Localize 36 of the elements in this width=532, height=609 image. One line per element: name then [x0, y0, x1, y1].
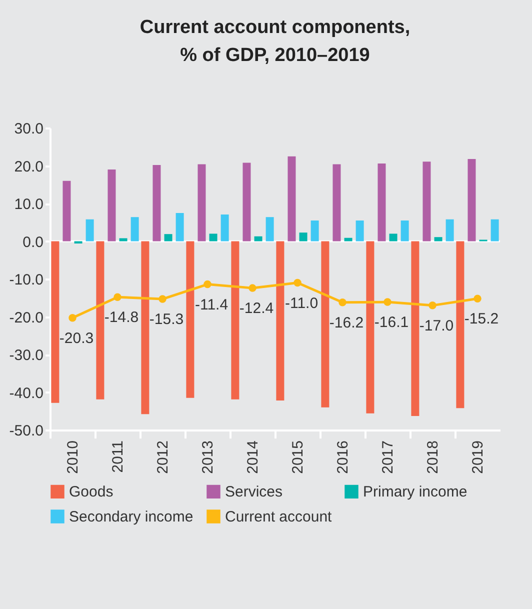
y-tick-label: -20.0 [9, 309, 44, 326]
y-tick-label: -50.0 [9, 422, 44, 440]
text: % of GDP, 2010–2019 [180, 45, 370, 66]
data-label: -20.3 [59, 330, 94, 347]
x-tick-label: 2011 [110, 440, 126, 473]
x-tick-label: 2019 [470, 440, 486, 474]
x-tick-label: 2017 [380, 440, 396, 474]
data-label: -11.0 [284, 294, 318, 312]
legend-label: Goods [69, 484, 114, 501]
y-tick-label: -40.0 [9, 384, 44, 402]
x-tick-label: 2018 [424, 440, 442, 474]
data-label: -15.2 [464, 310, 499, 328]
x-tick-label: 2016 [334, 440, 352, 474]
y-tick-label: -10.0 [9, 272, 44, 288]
x-tick-label: 2014 [244, 440, 262, 474]
x-tick-label: 2010 [64, 440, 82, 474]
y-tick-label: 10.0 [14, 196, 44, 213]
y-tick-label: -30.0 [9, 347, 44, 364]
data-label: -14.8 [104, 309, 139, 326]
text: Current account components, [140, 17, 410, 38]
data-label: -11.4 [194, 296, 228, 314]
legend-label: Secondary income [69, 508, 194, 526]
y-tick-label: 30.0 [14, 120, 44, 138]
x-tick-label: 2013 [200, 440, 216, 474]
data-label: -16.2 [329, 314, 364, 332]
legend-label: Services [225, 484, 283, 501]
legend-label: Primary income [363, 484, 468, 501]
y-tick-label: 0.0 [22, 234, 44, 251]
x-tick-label: 2015 [290, 440, 306, 474]
legend-label: Current account [225, 508, 333, 526]
data-label: -16.1 [374, 314, 409, 332]
data-label: -15.3 [149, 311, 184, 328]
data-label: -17.0 [419, 317, 454, 334]
x-tick-label: 2012 [154, 440, 172, 474]
y-tick-label: 20.0 [14, 158, 44, 176]
data-label: -12.4 [239, 300, 274, 318]
